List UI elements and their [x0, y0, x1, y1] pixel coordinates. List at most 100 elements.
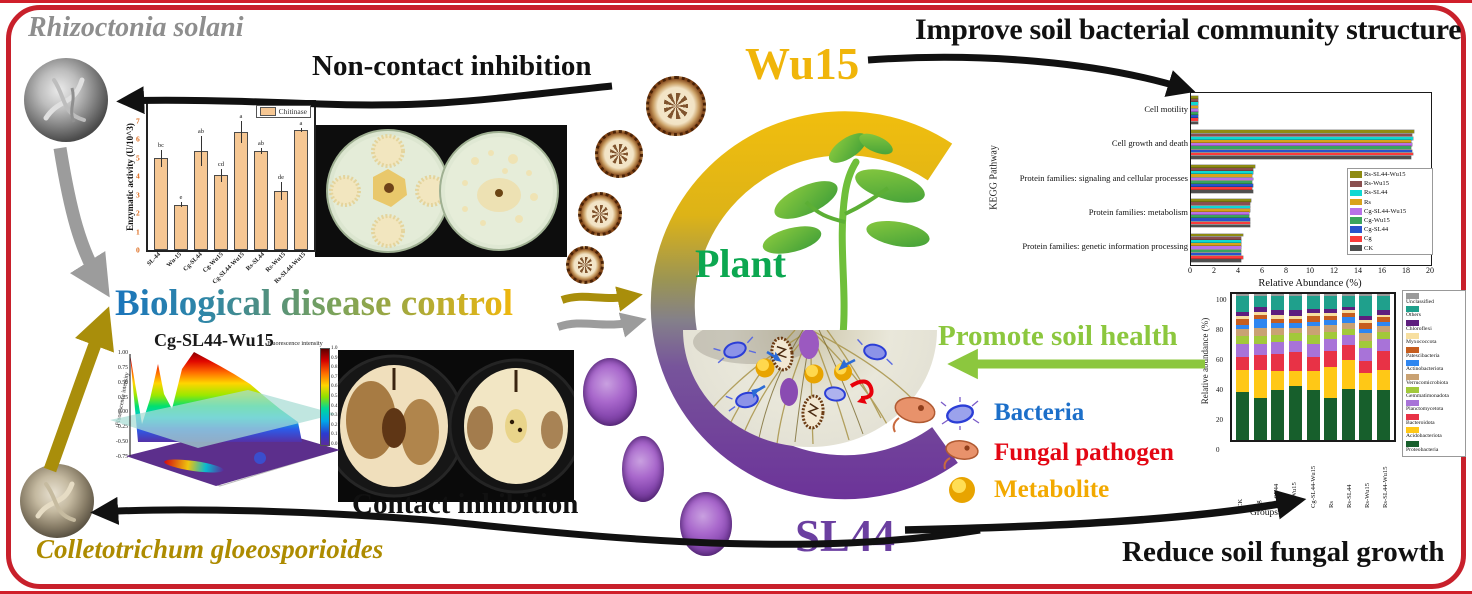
reduce-soil-fungal-growth-label: Reduce soil fungal growth [1122, 536, 1445, 568]
stacked-segment [1341, 307, 1355, 311]
sl44-label: SL44 [795, 511, 896, 561]
stacked-column [1359, 294, 1373, 440]
chitinase-x-label: Rs-SL44-Wu15 [273, 251, 308, 286]
stacked-segment [1253, 307, 1267, 312]
kegg-x-tick: 10 [1306, 266, 1314, 275]
chitinase-y-tick: 1 [136, 227, 140, 236]
stacked-segment [1271, 390, 1285, 440]
kegg-bar [1191, 164, 1255, 168]
stacked-segment [1324, 315, 1338, 321]
chitinase-error-bar [301, 127, 302, 132]
stacked-legend-label: Verrucomicrobiota [1406, 379, 1448, 386]
kegg-bar [1191, 168, 1254, 171]
stacked-legend-item: Chloroflexi [1406, 319, 1462, 332]
stacked-segment [1236, 329, 1249, 337]
stacked-legend-swatch [1406, 427, 1419, 434]
biological-disease-control-title: Biological disease control [115, 283, 514, 324]
stacked-segment [1288, 323, 1302, 328]
chitinase-bar-slot: bc [151, 102, 171, 250]
stacked-legend-item: Verrucomicrobiota [1406, 373, 1462, 386]
chitinase-bar-slot: a [291, 102, 311, 250]
stacked-legend-label: Actinobacteriota [1406, 366, 1444, 373]
purple-spore-icon [799, 330, 819, 359]
stacked-segment [1324, 324, 1338, 332]
chitinase-error-bar [221, 168, 222, 182]
stacked-segment [1324, 308, 1338, 314]
stacked-segment [1359, 333, 1373, 341]
non-contact-inhibition-label: Non-contact inhibition [312, 50, 592, 82]
top-border-line [0, 0, 1472, 3]
stacked-segment [1377, 339, 1390, 351]
plot3d-colorbar-tick: 1.0 [331, 345, 338, 351]
kegg-legend-label: Cg [1364, 235, 1372, 243]
kegg-bar [1191, 187, 1253, 190]
stacked-segment [1341, 359, 1355, 389]
stacked-segment [1359, 315, 1373, 321]
plant-label: Plant [695, 241, 787, 286]
stacked-segment [1341, 317, 1355, 324]
stacked-segment [1377, 321, 1390, 327]
stacked-legend-label: Unclassified [1406, 299, 1434, 305]
stacked-segment [1306, 321, 1320, 327]
stacked-segment [1253, 369, 1267, 398]
kegg-bar [1191, 136, 1413, 140]
kegg-x-tick: 16 [1378, 266, 1386, 275]
kegg-bar [1191, 233, 1243, 237]
chitinase-sig-letter: ab [197, 128, 205, 136]
plot3d-z-tick: 0.00 [117, 409, 128, 416]
chitinase-plot-area: 0 1 2 3 4 5 6 7 8 Chitinase bc e ab cd a ab de a [136, 98, 316, 255]
plot3d-scene [110, 352, 340, 487]
stacked-segment [1306, 326, 1320, 335]
chitinase-bars: bc e ab cd a ab de a [148, 102, 314, 250]
stacked-segment [1236, 336, 1249, 344]
kegg-legend-item: Rs-Wu15 [1350, 179, 1430, 188]
chitinase-x-labels: SL-44 Wu-15 Cg-SL44 Cg-Wu15 Cg-SL44-Wu15 Rs-S… [146, 250, 312, 286]
stacked-legend-swatch [1406, 400, 1419, 407]
kegg-legend-item: Rs [1350, 198, 1430, 207]
rhizoctonia-sem-photo [24, 58, 108, 142]
stacked-segment [1306, 313, 1320, 316]
stacked-segment [1288, 385, 1302, 440]
kegg-bar [1191, 184, 1254, 187]
bottom-border-line [0, 591, 1472, 594]
fungal-spore-icon [646, 76, 706, 136]
stacked-segment [1359, 372, 1373, 391]
kegg-bar [1191, 249, 1242, 253]
chitinase-y-axis-label: Enzymatic activity (U/10^3) [125, 123, 135, 231]
stacked-segment [1377, 310, 1390, 315]
stacked-segment [1359, 348, 1373, 362]
plot3d-colorbar-tick: 0.5 [331, 393, 338, 399]
kegg-x-tick: 14 [1354, 266, 1362, 275]
stacked-segment [1306, 371, 1320, 391]
kegg-bar [1191, 149, 1412, 153]
stacked-segment [1359, 390, 1373, 440]
stacked-segment [1377, 369, 1390, 391]
kegg-legend-item: Cg-SL44-Wu15 [1350, 207, 1430, 216]
kegg-legend-swatch [1350, 171, 1362, 178]
legend-row-metabolite: Metabolite [942, 474, 1109, 506]
kegg-legend-label: Rs-SL44-Wu15 [1364, 171, 1406, 179]
kegg-legend-swatch [1350, 180, 1362, 188]
improve-soil-title: Improve soil bacterial community structu… [915, 13, 1462, 46]
chitinase-y-tick: 6 [136, 134, 140, 144]
rhizosphere-photo [683, 330, 937, 447]
kegg-legend: Rs-SL44-Wu15 Rs-Wu15 Rs-SL44 Rs Cg-SL44-Wu15… [1347, 168, 1433, 255]
chitinase-bar [254, 151, 268, 250]
kegg-bar [1191, 221, 1250, 225]
stacked-x-axis-label: Groups [1250, 508, 1278, 518]
kegg-legend-label: Rs-Wu15 [1364, 180, 1390, 188]
colletotrichum-label: Colletotrichum gloeosporioides [36, 534, 384, 564]
stacked-segment [1341, 310, 1355, 314]
kegg-bar [1191, 140, 1411, 143]
stacked-segment [1271, 294, 1285, 296]
stacked-segment [1271, 371, 1285, 391]
kegg-legend-label: Cg-SL44-Wu15 [1364, 207, 1407, 215]
kegg-bar [1191, 121, 1199, 125]
kegg-category-label: Protein families: signaling and cellular… [1019, 172, 1188, 183]
stacked-column [1288, 294, 1302, 440]
stacked-segment [1253, 314, 1267, 319]
metabolite-balls [755, 358, 852, 384]
kegg-bar [1191, 224, 1250, 228]
kegg-bar [1191, 177, 1254, 181]
